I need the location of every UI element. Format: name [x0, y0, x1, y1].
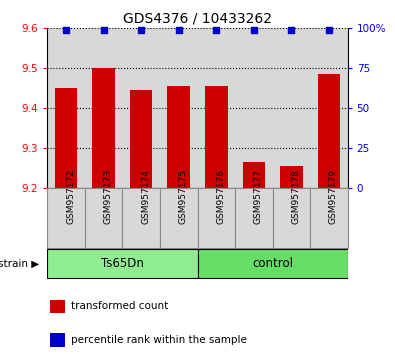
Bar	[310, 188, 348, 248]
Bar	[235, 188, 273, 248]
Bar	[47, 249, 198, 278]
Bar	[92, 68, 115, 188]
Bar	[55, 88, 77, 188]
Point	[63, 27, 70, 33]
Title: GDS4376 / 10433262: GDS4376 / 10433262	[123, 12, 272, 26]
Text: strain ▶: strain ▶	[0, 259, 40, 269]
Bar	[51, 333, 66, 347]
Bar	[243, 162, 265, 188]
Text: transformed count: transformed count	[71, 301, 169, 312]
Text: GSM957173: GSM957173	[103, 169, 113, 224]
Text: GSM957172: GSM957172	[66, 169, 75, 224]
Text: control: control	[252, 257, 293, 270]
Bar	[167, 86, 190, 188]
Bar	[122, 28, 160, 188]
Bar	[273, 28, 310, 188]
Bar	[198, 28, 235, 188]
Bar	[85, 188, 122, 248]
Text: GSM957177: GSM957177	[254, 169, 263, 224]
Bar	[51, 300, 66, 313]
Bar	[47, 188, 85, 248]
Bar	[280, 166, 303, 188]
Text: GSM957178: GSM957178	[292, 169, 300, 224]
Point	[288, 27, 295, 33]
Bar	[198, 249, 348, 278]
Point	[138, 27, 145, 33]
Point	[326, 27, 332, 33]
Bar	[47, 28, 85, 188]
Bar	[205, 86, 228, 188]
Bar	[160, 188, 198, 248]
Point	[100, 27, 107, 33]
Text: GSM957175: GSM957175	[179, 169, 188, 224]
Bar	[85, 28, 122, 188]
Bar	[160, 28, 198, 188]
Bar	[318, 74, 340, 188]
Point	[213, 27, 220, 33]
Bar	[235, 28, 273, 188]
Point	[175, 27, 182, 33]
Text: GSM957176: GSM957176	[216, 169, 225, 224]
Text: Ts65Dn: Ts65Dn	[101, 257, 144, 270]
Text: GSM957179: GSM957179	[329, 169, 338, 224]
Text: GSM957174: GSM957174	[141, 169, 150, 224]
Bar	[130, 90, 152, 188]
Text: percentile rank within the sample: percentile rank within the sample	[71, 335, 247, 345]
Bar	[122, 188, 160, 248]
Point	[251, 27, 257, 33]
Bar	[198, 188, 235, 248]
Bar	[310, 28, 348, 188]
Bar	[273, 188, 310, 248]
